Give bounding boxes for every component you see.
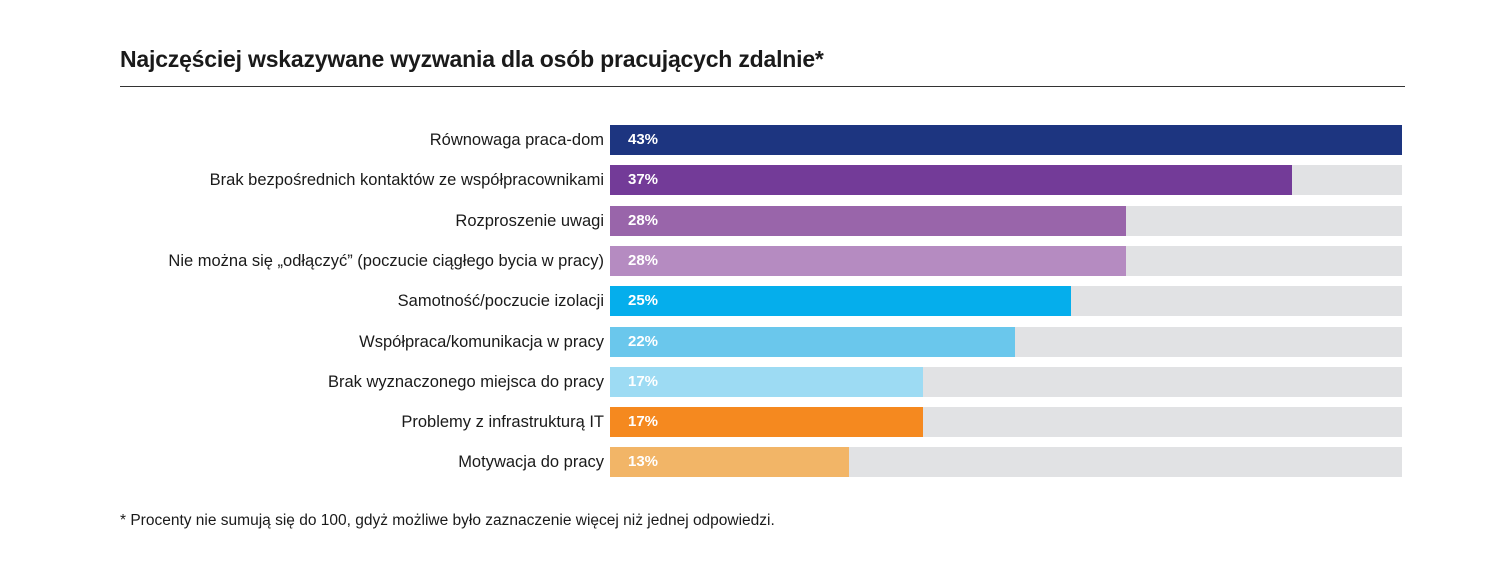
category-label: Problemy z infrastrukturą IT xyxy=(401,413,604,432)
category-label: Motywacja do pracy xyxy=(458,453,604,472)
bar: 37% xyxy=(610,165,1292,196)
data-label: 28% xyxy=(628,211,659,229)
bar-track: 13% xyxy=(610,447,1402,478)
data-label: 17% xyxy=(628,413,659,431)
bar: 28% xyxy=(610,245,1126,276)
category-label: Rozproszenie uwagi xyxy=(455,211,604,230)
category-label: Nie można się „odłączyć” (poczucie ciągł… xyxy=(168,251,604,270)
data-label: 28% xyxy=(628,251,659,269)
bar: 43% xyxy=(610,125,1402,155)
category-label: Równowaga praca-dom xyxy=(429,131,604,149)
bar-row: Motywacja do pracy 13% xyxy=(0,447,1501,478)
bar-track: 37% xyxy=(610,165,1402,196)
bar-row: Brak wyznaczonego miejsca do pracy 17% xyxy=(0,366,1501,397)
data-label: 43% xyxy=(628,131,659,148)
category-label: Współpraca/komunikacja w pracy xyxy=(359,332,604,351)
bar-track: 43% xyxy=(610,125,1402,155)
bar: 17% xyxy=(610,366,924,397)
data-label: 25% xyxy=(628,292,659,310)
title-divider xyxy=(120,86,1405,87)
bar: 22% xyxy=(610,326,1016,357)
category-label: Samotność/poczucie izolacji xyxy=(397,292,604,311)
data-label: 37% xyxy=(628,171,659,189)
bar-row: Współpraca/komunikacja w pracy 22% xyxy=(0,326,1501,357)
chart-title: Najczęściej wskazywane wyzwania dla osób… xyxy=(120,46,824,72)
data-label: 22% xyxy=(628,332,659,350)
bar-track: 25% xyxy=(610,286,1402,317)
bar-track: 17% xyxy=(610,407,1402,438)
bar-row: Brak bezpośrednich kontaktów ze współpra… xyxy=(0,165,1501,196)
bar-track: 28% xyxy=(610,245,1402,276)
category-label: Brak bezpośrednich kontaktów ze współpra… xyxy=(209,171,604,190)
bar-row: Rozproszenie uwagi 28% xyxy=(0,205,1501,236)
data-label: 13% xyxy=(628,453,659,471)
bar-row: Samotność/poczucie izolacji 25% xyxy=(0,286,1501,317)
bar-track: 22% xyxy=(610,326,1402,357)
bar-row: Nie można się „odłączyć” (poczucie ciągł… xyxy=(0,245,1501,276)
chart-footnote: * Procenty nie sumują się do 100, gdyż m… xyxy=(120,512,775,529)
bar: 13% xyxy=(610,447,850,478)
bar: 25% xyxy=(610,286,1071,317)
bar-row: Problemy z infrastrukturą IT 17% xyxy=(0,407,1501,438)
bar-track: 17% xyxy=(610,366,1402,397)
category-label: Brak wyznaczonego miejsca do pracy xyxy=(327,372,604,391)
data-label: 17% xyxy=(628,372,659,390)
bar-row: Równowaga praca-dom 43% xyxy=(0,125,1501,155)
bar: 28% xyxy=(610,205,1126,236)
bar: 17% xyxy=(610,407,924,438)
bar-track: 28% xyxy=(610,205,1402,236)
